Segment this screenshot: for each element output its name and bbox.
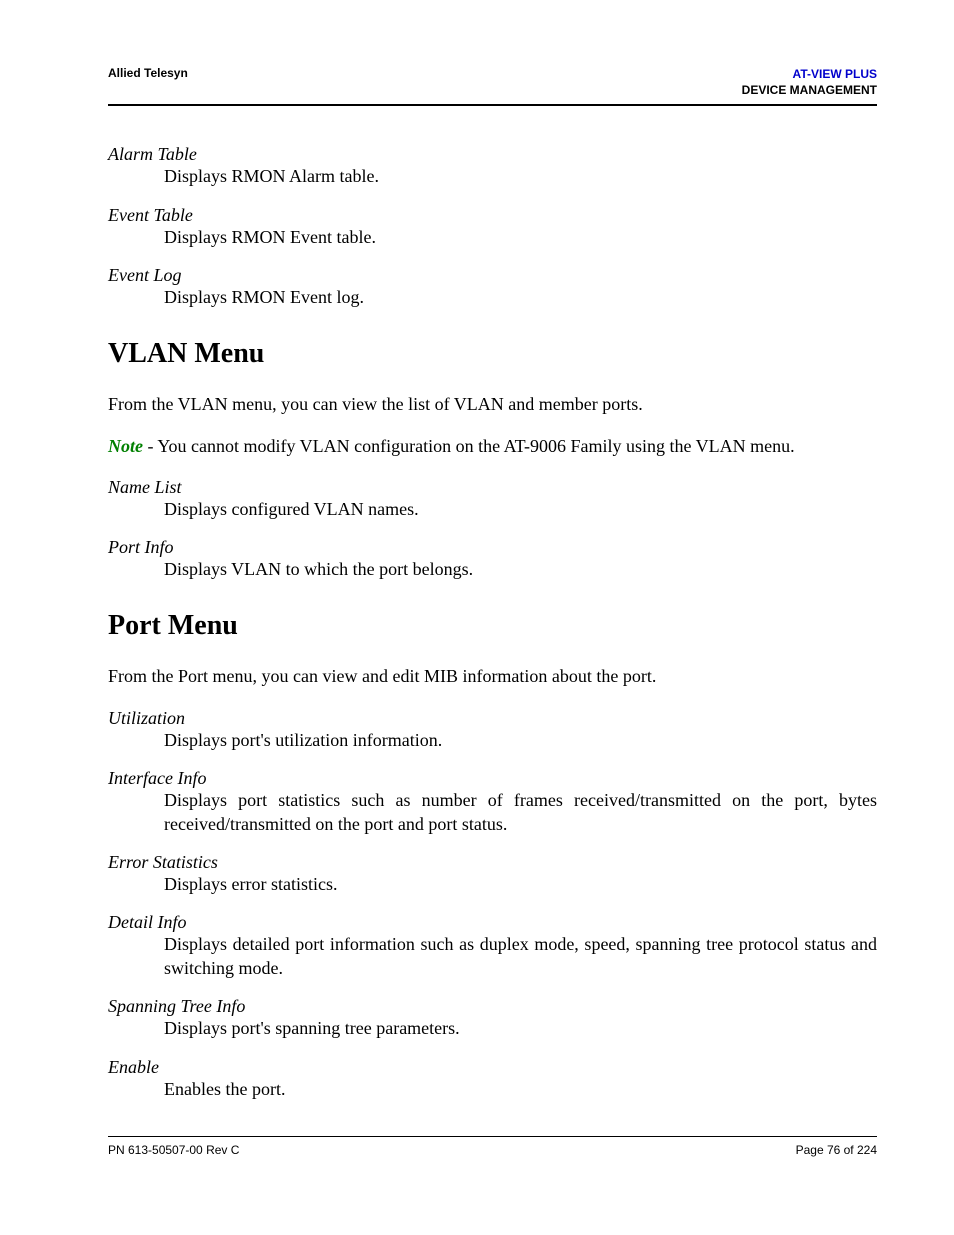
footer-page-number: Page 76 of 224 (796, 1143, 877, 1157)
page-content: Allied Telesyn AT-VIEW PLUS DEVICE MANAG… (0, 0, 954, 1101)
desc-name-list: Displays configured VLAN names. (164, 498, 877, 521)
page-header: Allied Telesyn AT-VIEW PLUS DEVICE MANAG… (108, 66, 877, 106)
term-spanning-tree-info: Spanning Tree Info (108, 996, 877, 1017)
header-section: DEVICE MANAGEMENT (742, 82, 877, 98)
note-label: Note (108, 436, 143, 456)
port-detail-info-block: Detail Info Displays detailed port infor… (108, 912, 877, 980)
desc-utilization: Displays port's utilization information. (164, 729, 877, 752)
port-stp-info-block: Spanning Tree Info Displays port's spann… (108, 996, 877, 1040)
term-alarm-table: Alarm Table (108, 144, 877, 165)
port-menu-heading: Port Menu (108, 610, 877, 642)
vlan-menu-heading: VLAN Menu (108, 338, 877, 370)
desc-interface-info: Displays port statistics such as number … (164, 789, 877, 836)
port-utilization-block: Utilization Displays port's utilization … (108, 708, 877, 752)
rmon-alarm-block: Alarm Table Displays RMON Alarm table. (108, 144, 877, 188)
term-utilization: Utilization (108, 708, 877, 729)
header-product: AT-VIEW PLUS (742, 66, 877, 82)
port-enable-block: Enable Enables the port. (108, 1057, 877, 1101)
desc-spanning-tree-info: Displays port's spanning tree parameters… (164, 1017, 877, 1040)
term-event-log: Event Log (108, 265, 877, 286)
rmon-event-table-block: Event Table Displays RMON Event table. (108, 205, 877, 249)
page-footer: PN 613-50507-00 Rev C Page 76 of 224 (108, 1136, 877, 1157)
desc-port-info: Displays VLAN to which the port belongs. (164, 558, 877, 581)
vlan-note: Note - You cannot modify VLAN configurat… (108, 436, 877, 457)
term-error-statistics: Error Statistics (108, 852, 877, 873)
footer-partnumber: PN 613-50507-00 Rev C (108, 1143, 239, 1157)
port-interface-info-block: Interface Info Displays port statistics … (108, 768, 877, 836)
desc-event-table: Displays RMON Event table. (164, 226, 877, 249)
desc-error-statistics: Displays error statistics. (164, 873, 877, 896)
header-left: Allied Telesyn (108, 66, 188, 80)
port-error-stats-block: Error Statistics Displays error statisti… (108, 852, 877, 896)
desc-event-log: Displays RMON Event log. (164, 286, 877, 309)
note-text: - You cannot modify VLAN configuration o… (143, 436, 795, 456)
vlan-name-list-block: Name List Displays configured VLAN names… (108, 477, 877, 521)
term-enable: Enable (108, 1057, 877, 1078)
desc-detail-info: Displays detailed port information such … (164, 933, 877, 980)
desc-enable: Enables the port. (164, 1078, 877, 1101)
vlan-intro: From the VLAN menu, you can view the lis… (108, 392, 877, 416)
term-name-list: Name List (108, 477, 877, 498)
term-interface-info: Interface Info (108, 768, 877, 789)
term-port-info: Port Info (108, 537, 877, 558)
header-right: AT-VIEW PLUS DEVICE MANAGEMENT (742, 66, 877, 98)
rmon-event-log-block: Event Log Displays RMON Event log. (108, 265, 877, 309)
term-event-table: Event Table (108, 205, 877, 226)
port-intro: From the Port menu, you can view and edi… (108, 664, 877, 688)
vlan-port-info-block: Port Info Displays VLAN to which the por… (108, 537, 877, 581)
term-detail-info: Detail Info (108, 912, 877, 933)
desc-alarm-table: Displays RMON Alarm table. (164, 165, 877, 188)
